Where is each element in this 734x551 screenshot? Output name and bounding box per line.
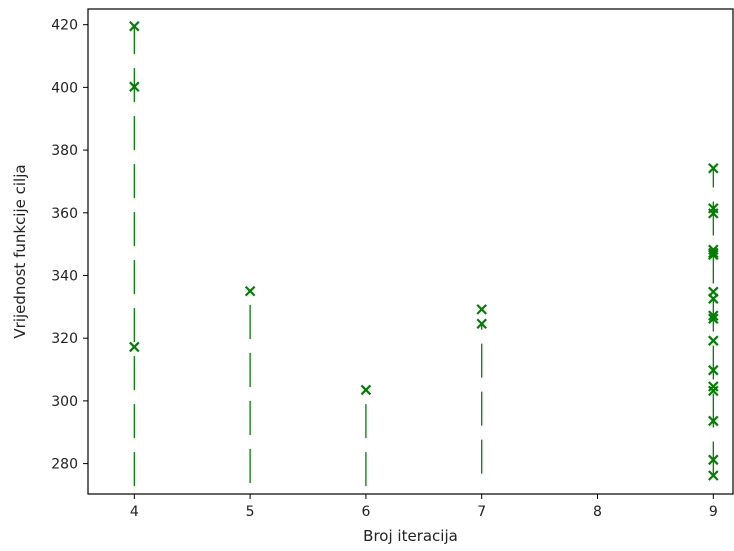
data-point — [708, 385, 719, 397]
data-point — [708, 293, 719, 304]
data-point — [708, 247, 719, 259]
y-tick-label: 380 — [51, 143, 78, 159]
y-tick-label: 280 — [51, 457, 78, 473]
x-tick-label: 5 — [246, 504, 255, 520]
data-point — [708, 162, 719, 174]
x-tick-label: 9 — [709, 504, 718, 520]
y-tick-label: 320 — [51, 331, 78, 347]
data-point — [476, 318, 487, 330]
data-point — [708, 470, 719, 481]
x-tick-label: 6 — [361, 504, 370, 520]
y-tick-label: 340 — [51, 268, 78, 284]
data-point — [708, 381, 719, 392]
data-point — [129, 20, 140, 32]
x-tick-label: 4 — [130, 504, 139, 520]
y-tick-label: 360 — [51, 206, 78, 222]
data-point — [476, 304, 487, 315]
dashed-lines — [133, 26, 714, 487]
data-point — [708, 335, 719, 346]
x-axis-label: Broj iteracija — [363, 527, 458, 545]
data-point — [360, 384, 372, 396]
data-point — [708, 249, 719, 261]
x-tick-label: 7 — [477, 504, 486, 520]
y-tick-label: 400 — [51, 80, 78, 96]
data-point — [708, 313, 719, 325]
data-points — [129, 20, 719, 481]
data-point — [129, 81, 140, 93]
data-point — [708, 364, 719, 376]
x-axis-ticks: 4 5 6 7 8 9 — [130, 494, 718, 520]
axes-frame — [87, 8, 734, 495]
x-tick-label: 8 — [593, 504, 602, 520]
y-tick-label: 420 — [51, 18, 78, 34]
data-point — [129, 341, 140, 353]
data-point — [708, 415, 719, 427]
y-tick-label: 300 — [51, 394, 78, 410]
y-axis-label: Vrijednost funkcije cilja — [11, 164, 29, 338]
data-point — [708, 454, 719, 466]
data-point — [708, 208, 719, 219]
data-point — [244, 285, 256, 297]
data-point — [708, 310, 719, 321]
y-axis-ticks: 280 300 320 340 360 380 400 420 — [51, 18, 88, 473]
